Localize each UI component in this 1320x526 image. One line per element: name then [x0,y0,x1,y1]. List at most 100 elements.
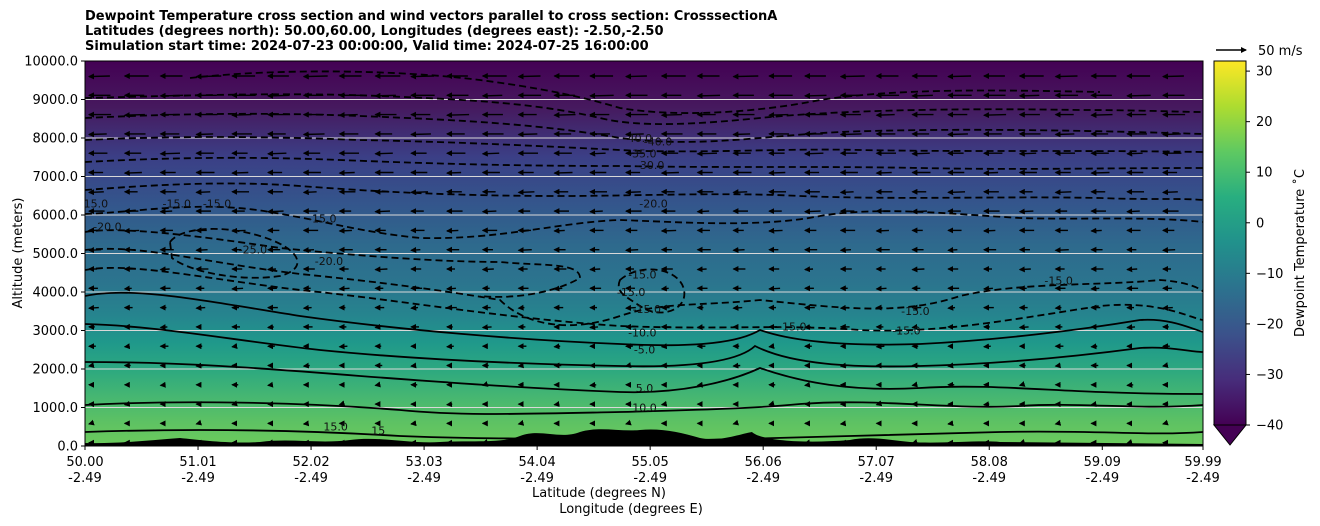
wind-vector [446,227,459,234]
wind-vector [589,150,606,157]
wind-vector [1162,131,1181,138]
y-tick-label: 0.0 [57,440,78,455]
wind-vector [1126,92,1151,99]
wind-vector [696,150,718,157]
wind-vector [410,304,419,311]
wind-vector [875,112,895,119]
wind-vector [553,227,565,234]
contour-dashed [85,229,581,298]
wind-vector [231,227,246,234]
wind-vector [553,285,563,292]
wind-vector [338,400,346,407]
wind-vector [446,285,456,292]
wind-vector [338,227,352,234]
wind-vector [1054,189,1072,196]
wind-vector [302,247,315,254]
wind-vector [481,266,494,273]
wind-vector [1126,324,1136,331]
x-tick-label-latitude: 51.01 [179,455,216,470]
y-tick-label: 2000.0 [33,363,79,378]
wind-vector [875,343,885,350]
wind-vector [875,227,889,234]
wind-vector [911,92,933,99]
contour-dashed [617,268,686,314]
wind-vector [1054,131,1075,138]
title-line-3: Simulation start time: 2024-07-23 00:00:… [85,39,649,54]
colorbar-tick-label: −30 [1256,368,1283,383]
wind-vector [1162,247,1176,254]
wind-vector [88,362,95,369]
wind-vector [947,131,968,138]
wind-vector [1090,343,1098,350]
wind-vector [1090,227,1102,234]
wind-vector [732,362,741,369]
wind-vector [410,189,429,196]
wind-vector [374,266,388,273]
x-tick-label-longitude: -2.49 [181,471,215,486]
colorbar-tick-label: 10 [1256,166,1273,181]
wind-vector [1162,189,1178,196]
contour-labels: -40.0-40.0-35.0-30.0-20.0-20.0-15.0 -15.0… [85,132,1073,438]
contour-label: -5.0 [634,344,655,357]
contour-label: -15.0 [892,324,920,337]
wind-vector [1018,324,1029,331]
colorbar-tick-label: −10 [1256,267,1283,282]
wind-vector [267,208,284,215]
x-tick-label-longitude: -2.49 [520,471,554,486]
wind-vector [517,362,525,369]
wind-vector [302,362,310,369]
wind-vector [732,73,759,80]
wind-vector [88,73,110,80]
y-axis-label: Altitude (meters) [11,198,26,309]
contour-label: 5.0 [636,382,654,395]
wind-vector [732,419,740,426]
contour-label: -20.0 [639,197,667,210]
chart-title: Dewpoint Temperature cross section and w… [85,9,777,54]
wind-vector [195,304,206,311]
colorbar-body [1213,60,1247,426]
quiver-key: 50 m/s [1216,44,1303,59]
x-tick-label-latitude: 50.00 [66,455,103,470]
wind-vector [1054,247,1069,254]
wind-vector [338,112,358,119]
wind-vector [660,112,682,119]
wind-vector [302,420,310,427]
contour-solid [85,361,1203,395]
wind-vector [839,304,849,311]
contour-label: 15.0 [323,421,348,434]
x-tick-label-latitude: 59.99 [1184,455,1221,470]
contour-dashed [85,156,1203,170]
contour-dashed [85,182,1203,201]
wind-vector [911,266,925,273]
contour-label: -15.0 [308,213,336,226]
x-tick-label-longitude: -2.49 [68,471,102,486]
y-tick-label: 7000.0 [33,170,79,185]
wind-vector [983,112,1007,119]
wind-vector [231,169,249,176]
wind-vector [553,169,573,176]
wind-vector [231,285,244,292]
wind-vector [660,227,677,234]
wind-vector [804,150,824,157]
colorbar-label: Dewpoint Temperature ˚C [1292,169,1308,337]
wind-vector [875,169,892,176]
wind-vector [553,343,561,350]
wind-vector [589,324,599,331]
wind-vector [195,247,208,254]
plot-area: -40.0-40.0-35.0-30.0-20.0-20.0-15.0 -15.0… [85,61,1203,446]
wind-vector [410,362,417,369]
wind-vector [374,381,381,388]
wind-vector [768,112,789,119]
quiver-key-label: 50 m/s [1258,44,1303,59]
x-axis-label-longitude: Longitude (degrees E) [559,502,703,517]
wind-vector [947,420,954,427]
y-tick-label: 6000.0 [33,209,79,224]
wind-vector [481,208,497,215]
wind-vector [123,285,132,292]
y-tick-label: 8000.0 [33,132,79,147]
wind-vector [660,169,679,176]
x-tick-label-latitude: 57.07 [858,455,895,470]
wind-vector [267,266,277,273]
wind-vector [338,343,348,350]
